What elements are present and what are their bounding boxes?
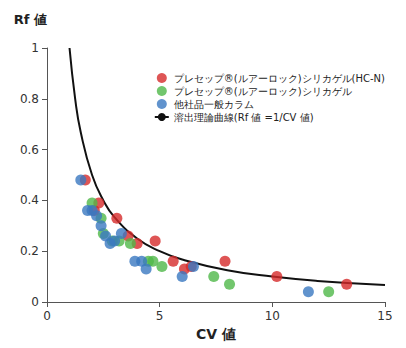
svg-text:15: 15: [377, 309, 392, 323]
svg-text:0.4: 0.4: [20, 193, 39, 207]
svg-text:溶出理論曲線(Rf 値 =1/CV 値): 溶出理論曲線(Rf 値 =1/CV 値): [174, 112, 314, 123]
svg-text:10: 10: [265, 309, 280, 323]
svg-text:Rf 値: Rf 値: [14, 12, 47, 27]
svg-text:プレセップ®(ルアーロック)シリカゲル: プレセップ®(ルアーロック)シリカゲル: [174, 86, 352, 97]
svg-text:CV 値: CV 値: [196, 326, 236, 342]
svg-text:0: 0: [31, 295, 39, 309]
svg-text:0: 0: [43, 309, 51, 323]
svg-text:0.2: 0.2: [20, 244, 39, 258]
svg-text:0.8: 0.8: [20, 92, 39, 106]
svg-text:他社品一般カラム: 他社品一般カラム: [174, 99, 254, 110]
svg-text:1: 1: [31, 41, 39, 55]
svg-text:プレセップ®(ルアーロック)シリカゲル(HC-N): プレセップ®(ルアーロック)シリカゲル(HC-N): [174, 73, 385, 84]
svg-text:0.6: 0.6: [20, 143, 39, 157]
svg-text:5: 5: [156, 309, 164, 323]
